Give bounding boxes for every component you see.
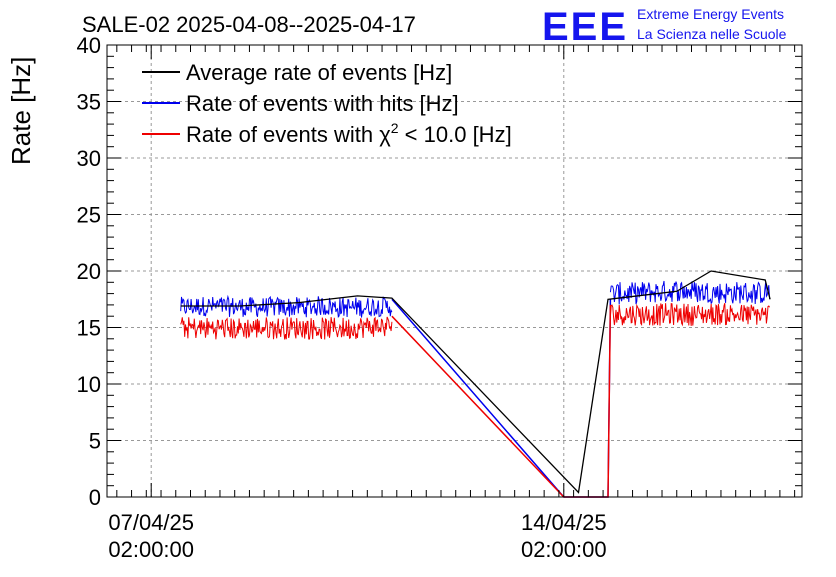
- y-tick-label: 30: [77, 146, 101, 171]
- y-axis-label: Rate [Hz]: [6, 57, 36, 165]
- brand-line-1: Extreme Energy Events: [637, 6, 784, 22]
- x-tick-label-date: 14/04/25: [521, 510, 607, 535]
- series-trace-1: [609, 280, 771, 305]
- legend-chi2-tail: < 10.0 [Hz]: [399, 122, 512, 147]
- axes-layer: 051015202530354007/04/2502:00:0014/04/25…: [77, 33, 803, 562]
- brand-line-2: La Scienza nelle Scuole: [637, 26, 787, 42]
- legend-label-average: Average rate of events [Hz]: [186, 60, 452, 85]
- series-link-1: [391, 298, 612, 498]
- plot-frame: [106, 44, 803, 498]
- legend-chi2-sup: 2: [391, 120, 399, 136]
- series-trace-2: [609, 302, 771, 327]
- series-trace-2: [180, 316, 393, 340]
- chart-title: SALE-02 2025-04-08--2025-04-17: [82, 12, 416, 37]
- x-tick-label-time: 02:00:00: [108, 537, 194, 562]
- grid-layer: [107, 45, 802, 497]
- y-tick-label: 35: [77, 90, 101, 115]
- eee-logo: EEE: [542, 5, 628, 49]
- series-link-2: [391, 304, 612, 498]
- legend-chi2-main: Rate of events with χ: [186, 122, 391, 147]
- y-tick-label: 0: [89, 485, 101, 510]
- x-tick-label-time: 02:00:00: [521, 537, 607, 562]
- y-tick-label: 25: [77, 203, 101, 228]
- y-tick-label: 15: [77, 316, 101, 341]
- legend-label-chi2: Rate of events with χ2 < 10.0 [Hz]: [186, 120, 512, 147]
- legend: Average rate of events [Hz] Rate of even…: [142, 60, 512, 147]
- y-tick-label: 20: [77, 259, 101, 284]
- y-tick-label: 40: [77, 33, 101, 58]
- legend-label-hits: Rate of events with hits [Hz]: [186, 91, 459, 116]
- x-tick-label-date: 07/04/25: [108, 510, 194, 535]
- series-trace-1: [180, 294, 393, 318]
- y-tick-label: 10: [77, 372, 101, 397]
- series-average-line: [180, 270, 771, 494]
- y-tick-label: 5: [89, 429, 101, 454]
